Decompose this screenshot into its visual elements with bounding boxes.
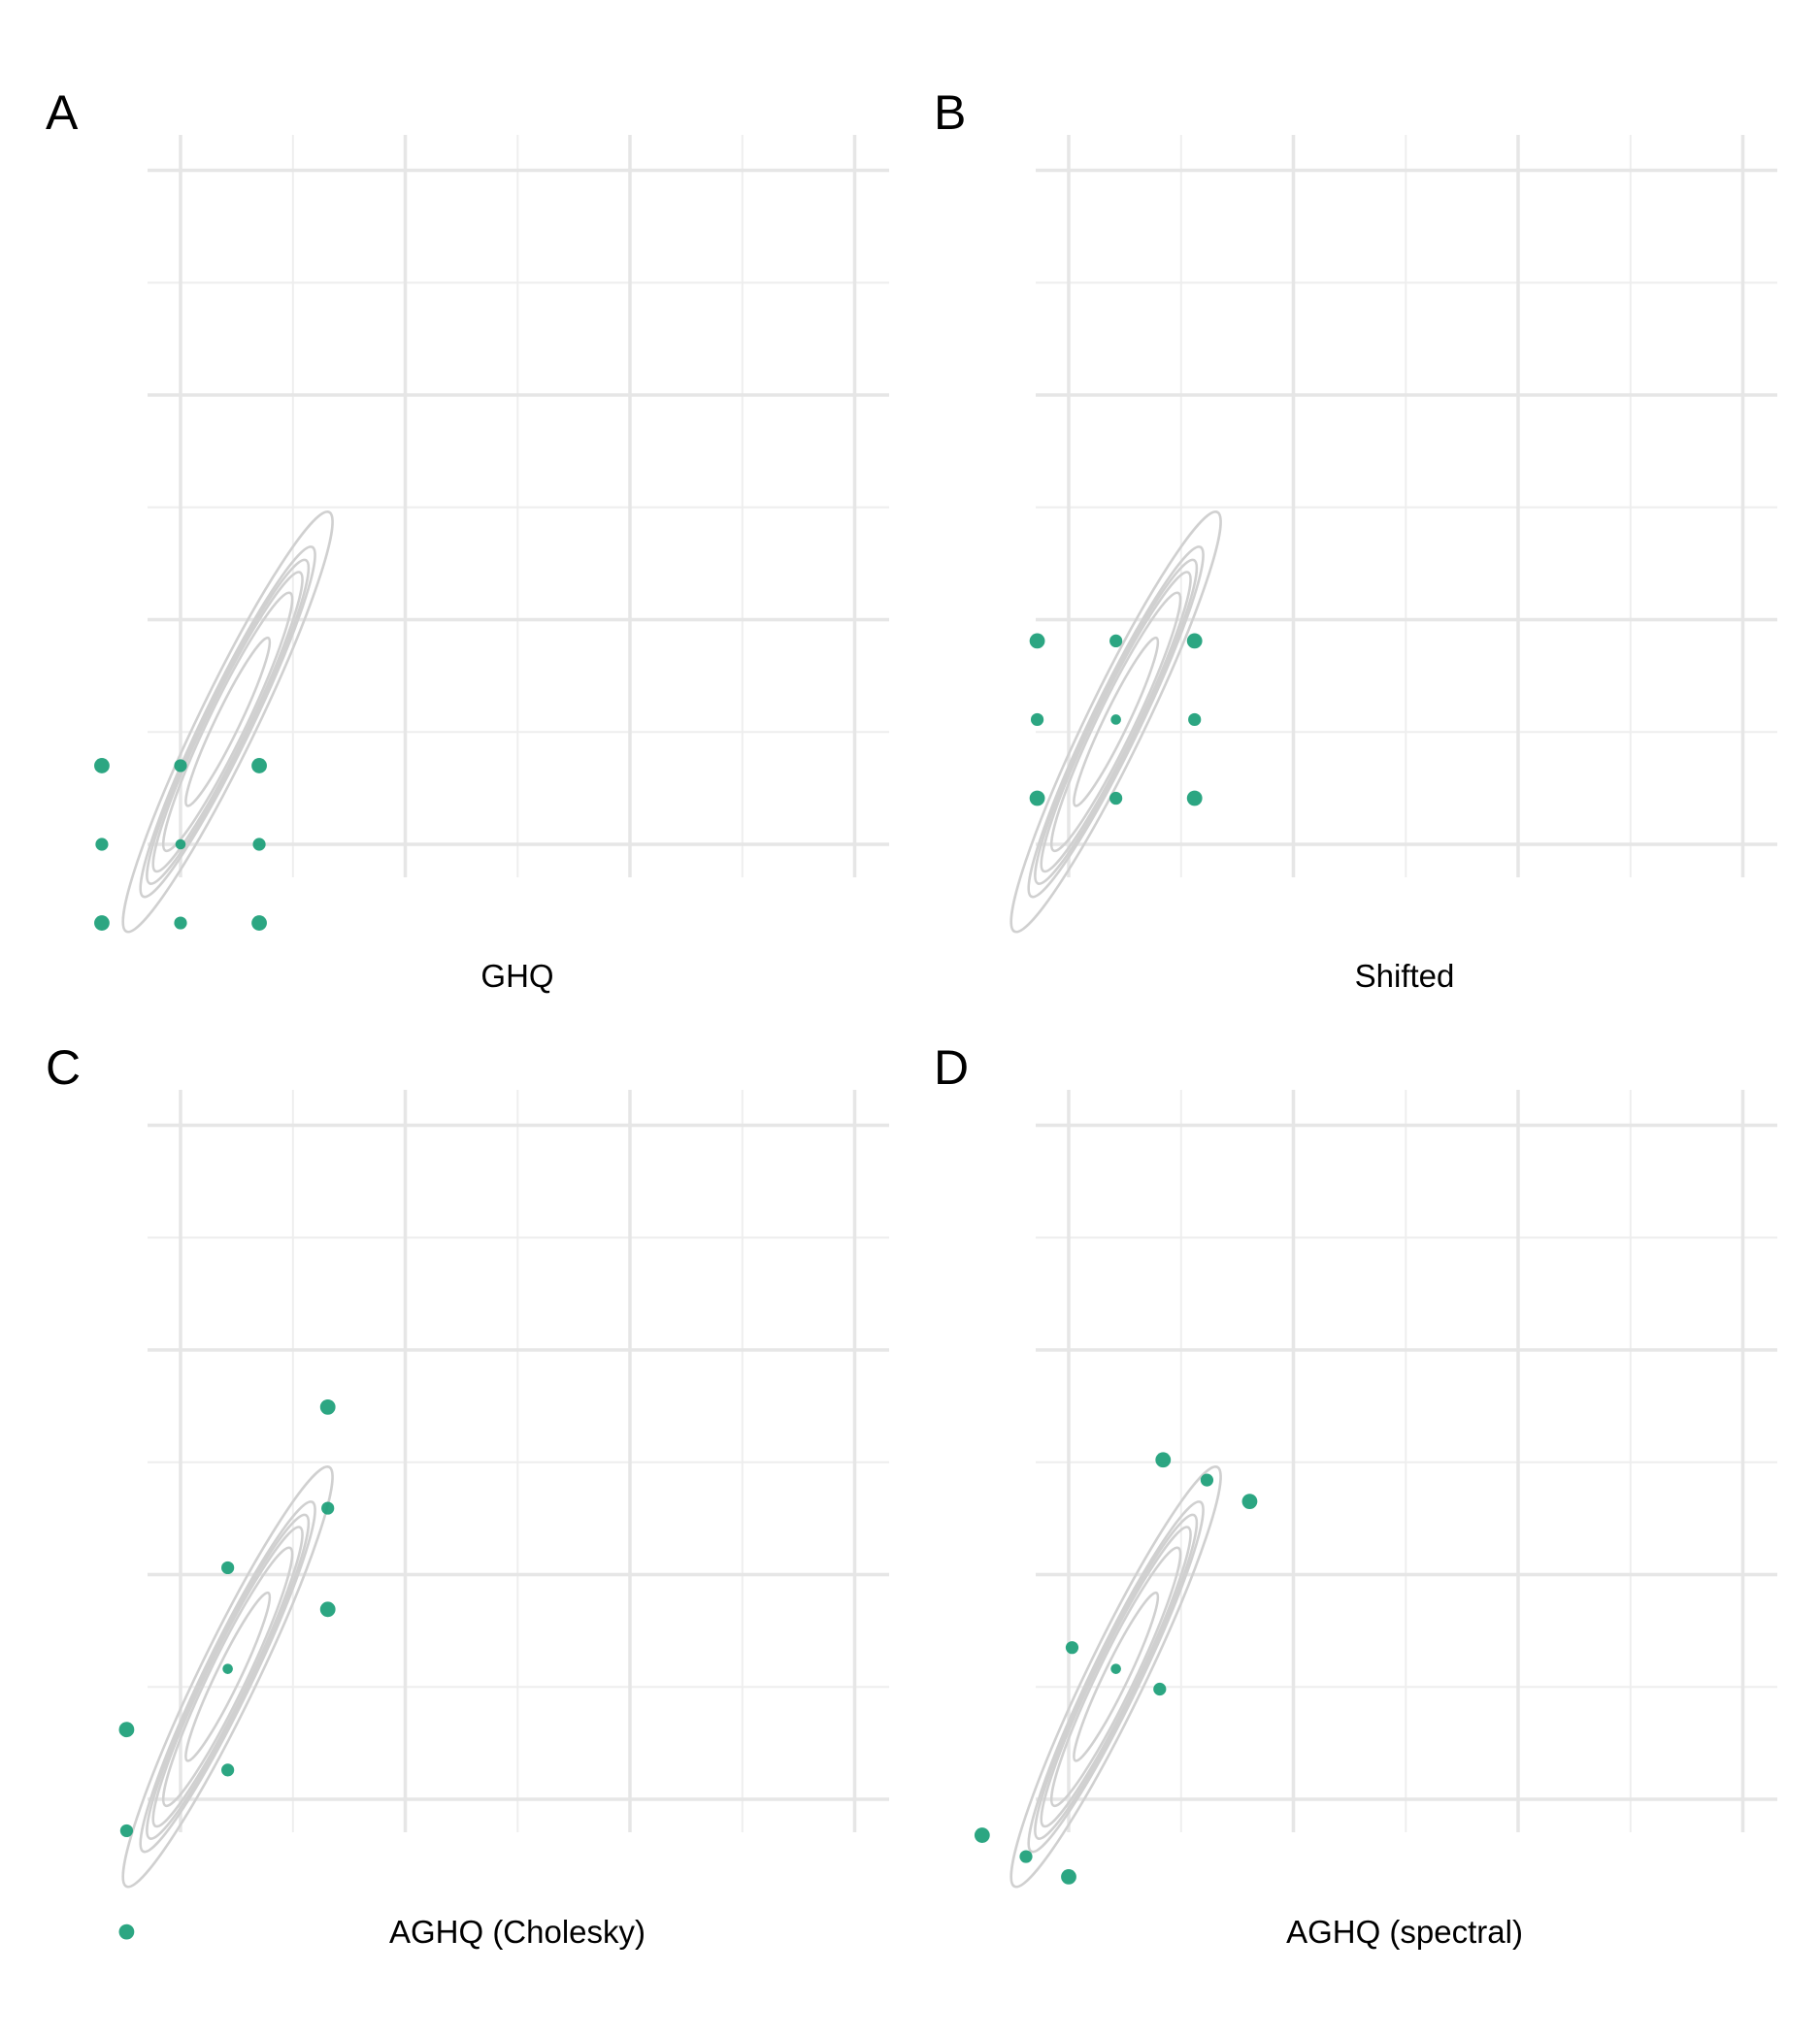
density-contour — [146, 558, 311, 885]
quadrature-node — [251, 915, 267, 931]
density-contour — [1009, 510, 1222, 934]
quadrature-node — [1110, 714, 1121, 725]
quadrature-node — [221, 1561, 235, 1575]
density-contour — [146, 1513, 311, 1840]
density-contour — [161, 591, 294, 853]
quadrature-node — [319, 1398, 336, 1415]
panel-b: B Shifted — [934, 85, 1777, 994]
panel-letter-c: C — [46, 1040, 81, 1095]
panel-caption-shifted: Shifted — [1355, 958, 1455, 994]
panel-d: D AGHQ (spectral) — [934, 1040, 1777, 1950]
density-contour — [1027, 545, 1205, 899]
density-contour — [139, 1500, 316, 1854]
density-contour — [151, 1526, 304, 1828]
quadrature-node — [222, 1663, 233, 1674]
quadrature-node — [118, 1722, 135, 1738]
quadrature-node — [94, 758, 110, 773]
quadrature-node — [1153, 1682, 1167, 1696]
density-contour — [184, 1591, 272, 1762]
quadrature-node — [1065, 1641, 1079, 1655]
panel-c: C AGHQ (Cholesky) — [46, 1040, 889, 1950]
quadrature-node — [1030, 712, 1044, 727]
quadrature-node — [252, 838, 266, 851]
plot-area-c — [118, 1090, 889, 1940]
density-contour — [1040, 1526, 1192, 1828]
density-contour — [1009, 1465, 1222, 1889]
quadrature-node — [118, 1923, 135, 1940]
density-contours — [121, 510, 334, 934]
quadrature-node — [1241, 1494, 1258, 1510]
quadrature-node — [95, 838, 109, 851]
density-contour — [121, 1465, 334, 1889]
density-contours — [1009, 510, 1222, 934]
quadrature-node — [1109, 634, 1123, 648]
quadrature-node — [1200, 1473, 1214, 1487]
plot-area-d — [974, 1090, 1777, 1889]
quadrature-node — [1061, 1869, 1076, 1885]
quadrature-node — [974, 1827, 990, 1843]
density-contour — [184, 636, 272, 807]
quadrature-node — [319, 1601, 336, 1618]
panel-caption-aghq-spectral: AGHQ (spectral) — [1286, 1914, 1523, 1950]
density-contour — [1034, 1513, 1199, 1840]
density-contour — [1027, 1500, 1205, 1854]
quadrature-node — [1186, 790, 1203, 806]
density-contour — [139, 545, 316, 899]
panel-letter-d: D — [934, 1040, 969, 1095]
density-contours — [121, 1465, 334, 1889]
density-contour — [1040, 571, 1192, 873]
panel-caption-ghq: GHQ — [480, 958, 553, 994]
panel-letter-b: B — [934, 85, 966, 140]
density-contour — [1073, 636, 1160, 807]
quadrature-node — [251, 758, 267, 773]
quadrature-node — [1186, 633, 1203, 649]
panel-caption-aghq-cholesky: AGHQ (Cholesky) — [389, 1914, 645, 1950]
density-contour — [1073, 1591, 1160, 1762]
quadrature-node — [175, 838, 186, 850]
quadrature-node — [1188, 712, 1202, 727]
density-contour — [151, 571, 304, 873]
quadrature-node — [1109, 791, 1123, 805]
density-contour — [1049, 591, 1182, 853]
density-contour — [1034, 558, 1199, 885]
panel-letter-a: A — [46, 85, 79, 140]
density-contour — [1049, 1546, 1182, 1808]
quadrature-node — [221, 1763, 235, 1777]
quadrature-node — [1029, 790, 1045, 806]
quadrature-node — [94, 915, 110, 931]
quadrature-node — [174, 759, 187, 772]
quadrature-node — [1029, 633, 1045, 649]
density-contour — [121, 510, 334, 934]
plot-area-b — [1009, 135, 1777, 934]
quadrature-node — [1019, 1850, 1033, 1863]
panel-a: A GHQ — [46, 85, 889, 994]
quadrature-node — [119, 1824, 134, 1838]
quadrature-node — [174, 916, 187, 930]
quadrature-node — [1155, 1452, 1172, 1468]
quadrature-node — [1110, 1663, 1121, 1674]
density-contours — [1009, 1465, 1222, 1889]
density-contour — [161, 1546, 294, 1808]
quadrature-node — [321, 1501, 335, 1515]
plot-area-a — [94, 135, 889, 934]
